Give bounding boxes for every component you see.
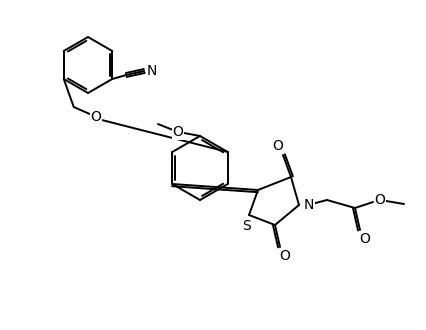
Text: O: O <box>172 125 183 139</box>
Text: O: O <box>374 193 385 207</box>
Text: S: S <box>242 219 251 233</box>
Text: N: N <box>303 198 314 212</box>
Text: O: O <box>272 139 283 153</box>
Text: N: N <box>147 64 157 78</box>
Text: O: O <box>90 110 101 124</box>
Text: O: O <box>279 249 290 263</box>
Text: O: O <box>359 232 370 246</box>
